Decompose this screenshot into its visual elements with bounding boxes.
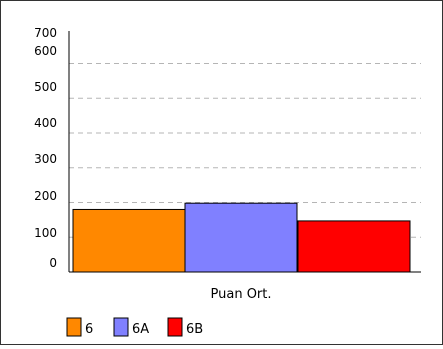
legend-label-6: 6	[85, 322, 93, 337]
y-tick-label: 600	[34, 44, 57, 58]
y-tick-label: 100	[34, 226, 57, 240]
bar-6b	[297, 220, 411, 273]
y-tick-label: 700	[34, 26, 57, 40]
legend-label-6a: 6A	[132, 322, 149, 337]
bars	[72, 202, 411, 273]
x-category-label: Puan Ort.	[211, 287, 272, 302]
legend-swatch-6	[66, 317, 82, 337]
y-tick-label: 500	[34, 80, 57, 94]
bar-chart: 0 100 200 300 400 500 600 700 Puan Ort. 6 6A 6B	[34, 26, 421, 337]
legend-swatch-6a	[113, 317, 129, 337]
bar-6	[72, 208, 186, 273]
legend: 6 6A 6B	[66, 317, 203, 337]
bar-6a	[184, 202, 298, 273]
legend-swatch-6b	[167, 317, 183, 337]
y-tick-label: 400	[34, 116, 57, 130]
y-tick-label: 300	[34, 152, 57, 166]
legend-label-6b: 6B	[186, 322, 203, 337]
y-tick-label: 200	[34, 189, 57, 203]
y-axis: 0 100 200 300 400 500 600 700	[34, 26, 70, 272]
x-axis: Puan Ort.	[69, 271, 421, 302]
y-tick-label: 0	[49, 256, 57, 270]
